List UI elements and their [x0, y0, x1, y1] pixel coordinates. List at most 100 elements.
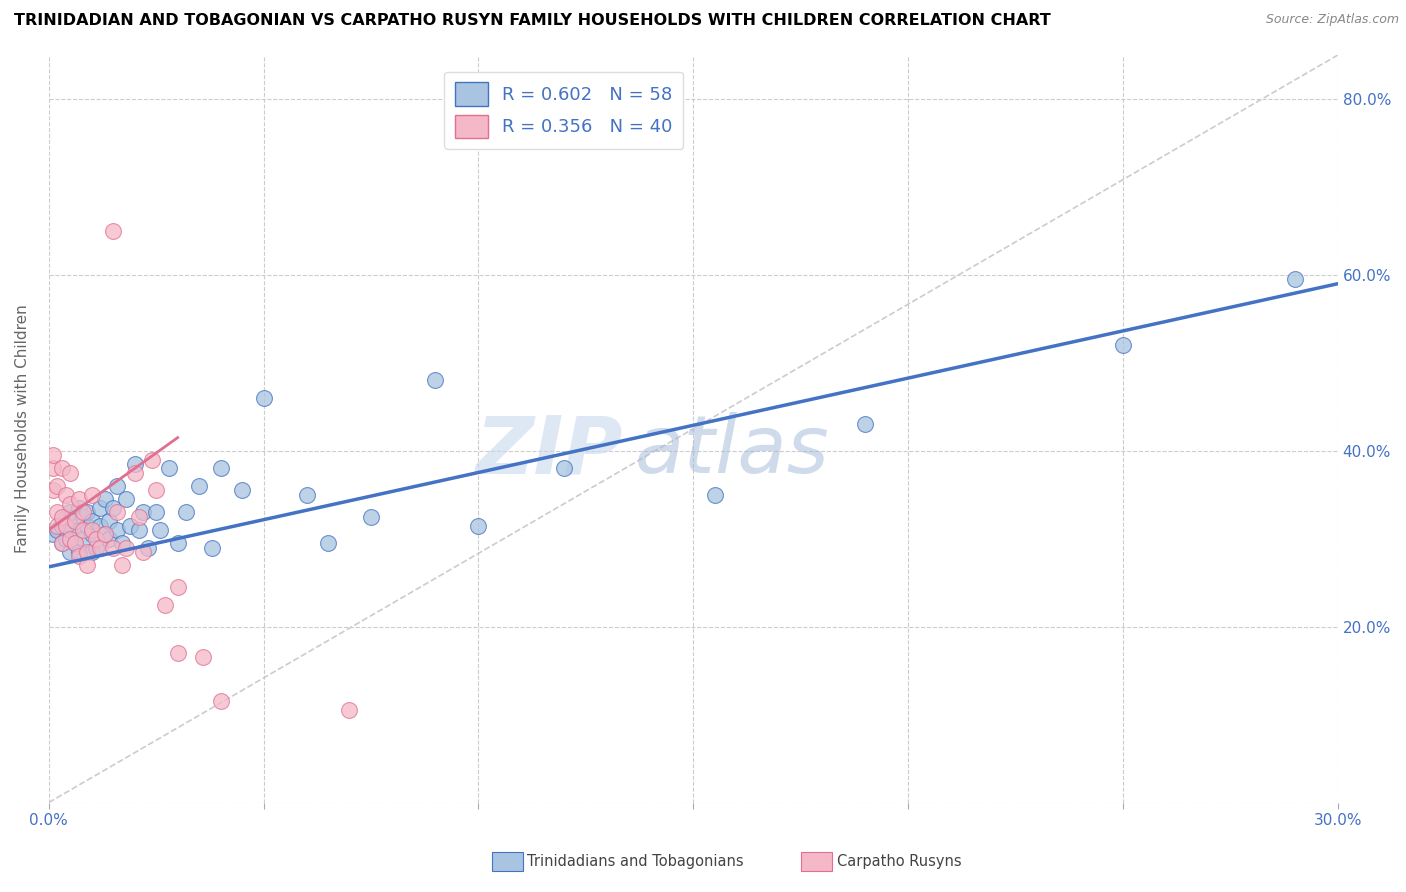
Point [46, 479, 69, 493]
Point [80, 527, 103, 541]
Point [55, 488, 77, 502]
Point [316, 536, 339, 550]
Point [84, 532, 107, 546]
Point [132, 505, 155, 519]
Point [93, 527, 115, 541]
Point [72, 532, 94, 546]
Point [188, 479, 211, 493]
Point [132, 545, 155, 559]
Point [51, 461, 73, 475]
Point [103, 541, 125, 555]
Point [107, 479, 129, 493]
Point [51, 518, 73, 533]
Y-axis label: Family Households with Children: Family Households with Children [15, 304, 30, 553]
Point [128, 509, 150, 524]
Point [1284, 272, 1306, 286]
Point [63, 536, 86, 550]
Text: TRINIDADIAN AND TOBAGONIAN VS CARPATHO RUSYN FAMILY HOUSEHOLDS WITH CHILDREN COR: TRINIDADIAN AND TOBAGONIAN VS CARPATHO R… [14, 13, 1050, 29]
Point [80, 545, 103, 559]
Point [67, 500, 90, 515]
Point [209, 461, 232, 475]
Point [80, 514, 103, 528]
Point [193, 650, 215, 665]
Point [103, 500, 125, 515]
Point [42, 448, 65, 462]
Point [51, 536, 73, 550]
Point [89, 500, 111, 515]
Point [93, 527, 115, 541]
Point [145, 483, 167, 498]
Text: Trinidadians and Tobagonians: Trinidadians and Tobagonians [527, 855, 744, 869]
Point [136, 541, 159, 555]
Point [72, 523, 94, 537]
Point [166, 646, 188, 660]
Point [51, 509, 73, 524]
Point [76, 518, 98, 533]
Point [141, 452, 163, 467]
Text: Source: ZipAtlas.com: Source: ZipAtlas.com [1265, 13, 1399, 27]
Point [853, 417, 876, 432]
Point [209, 694, 232, 708]
Point [72, 505, 94, 519]
Point [166, 580, 188, 594]
Point [115, 492, 138, 507]
Point [103, 224, 125, 238]
Point [80, 488, 103, 502]
Point [93, 492, 115, 507]
Point [76, 558, 98, 573]
Point [201, 541, 224, 555]
Point [553, 461, 575, 475]
Point [111, 536, 134, 550]
Point [67, 523, 90, 537]
Point [67, 549, 90, 564]
Point [67, 492, 90, 507]
Point [124, 466, 146, 480]
Point [42, 461, 65, 475]
Point [339, 703, 361, 717]
Point [46, 518, 69, 533]
Point [80, 523, 103, 537]
Point [703, 488, 725, 502]
Point [55, 532, 77, 546]
Point [89, 518, 111, 533]
Point [111, 558, 134, 573]
Point [59, 505, 82, 519]
Point [166, 536, 188, 550]
Point [89, 541, 111, 555]
Point [59, 532, 82, 546]
Point [55, 509, 77, 524]
Point [76, 505, 98, 519]
Legend: R = 0.602   N = 58, R = 0.356   N = 40: R = 0.602 N = 58, R = 0.356 N = 40 [444, 71, 683, 149]
Point [107, 523, 129, 537]
Point [107, 505, 129, 519]
Point [42, 527, 65, 541]
Point [252, 391, 274, 405]
Point [145, 505, 167, 519]
Point [59, 497, 82, 511]
Text: Carpatho Rusyns: Carpatho Rusyns [837, 855, 962, 869]
Point [425, 374, 447, 388]
Point [467, 518, 489, 533]
Point [153, 598, 176, 612]
Point [231, 483, 253, 498]
Point [59, 466, 82, 480]
Point [67, 545, 90, 559]
Point [128, 523, 150, 537]
Point [63, 536, 86, 550]
Text: atlas: atlas [636, 412, 830, 491]
Point [55, 518, 77, 533]
Point [149, 523, 172, 537]
Point [157, 461, 180, 475]
Point [72, 509, 94, 524]
Point [174, 505, 197, 519]
Point [63, 514, 86, 528]
Point [51, 536, 73, 550]
Point [76, 545, 98, 559]
Point [97, 532, 120, 546]
Point [1112, 338, 1135, 352]
Point [63, 514, 86, 528]
Point [120, 518, 142, 533]
Text: ZIP: ZIP [475, 412, 623, 491]
Point [46, 505, 69, 519]
Point [84, 541, 107, 555]
